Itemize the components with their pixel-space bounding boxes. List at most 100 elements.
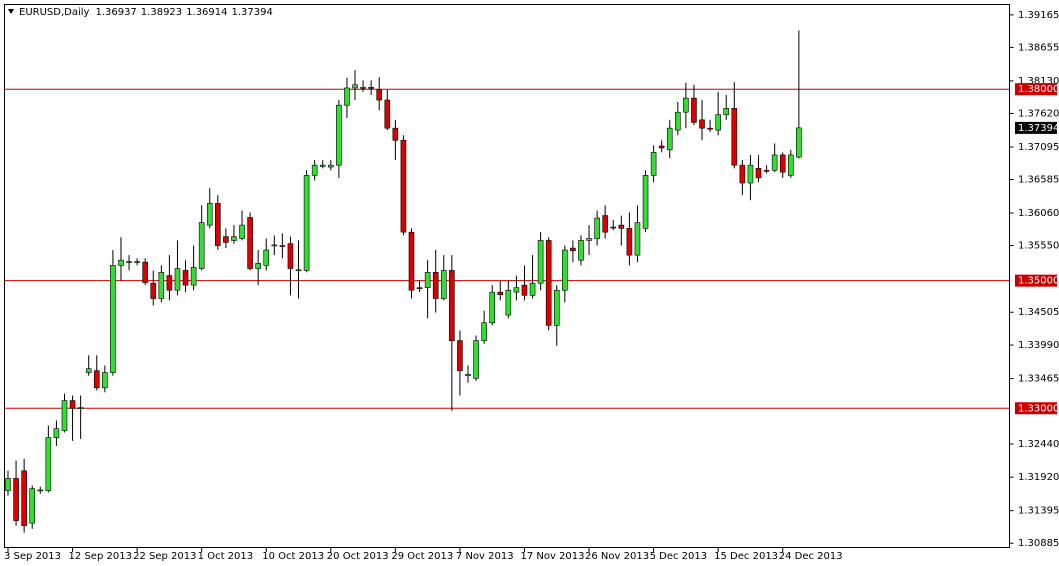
candle-body (699, 119, 705, 129)
candle-body (747, 164, 754, 184)
candle-body (126, 261, 132, 263)
x-tick-label: 10 Oct 2013 (262, 551, 324, 562)
plot-frame (4, 4, 1010, 548)
candle-body (787, 154, 794, 176)
candle-body (134, 261, 140, 263)
y-tick-label: 1.31920 (1018, 472, 1059, 483)
y-tick-label: 1.36585 (1018, 175, 1059, 186)
candle-body (675, 111, 681, 131)
x-tick-label: 5 Dec 2013 (650, 551, 708, 562)
menu-arrow (8, 9, 14, 14)
candle-body (45, 437, 52, 491)
candle-body (594, 217, 600, 239)
candle-body (13, 478, 19, 521)
candle-body (642, 175, 649, 229)
x-tick-label: 12 Sep 2013 (69, 551, 132, 562)
candle-body (190, 266, 197, 286)
level-label: 1.35000 (1018, 276, 1059, 287)
candle-body (545, 240, 552, 326)
candle-body (666, 127, 673, 151)
candle-body (336, 104, 342, 166)
candle-body (553, 289, 560, 326)
candle-body (473, 340, 479, 379)
candle-body (279, 245, 286, 247)
candle-body (303, 175, 310, 271)
candle-body (457, 340, 463, 371)
candle-body (562, 249, 568, 291)
candle-body (110, 265, 116, 373)
candle-body (796, 127, 802, 158)
candle-body (658, 145, 665, 149)
candle-body (691, 97, 697, 123)
candle-body (723, 108, 730, 116)
candle-body (223, 236, 229, 243)
candle-body (578, 240, 584, 261)
header-low: 1.36914 (186, 7, 227, 18)
candle-body (537, 240, 544, 284)
candle-body (215, 203, 221, 246)
candle-body (150, 282, 157, 299)
current-price-label: 1.37394 (1018, 123, 1059, 134)
candle-body (570, 247, 576, 251)
candle-body (29, 488, 36, 524)
candle-body (408, 231, 415, 291)
candle-body (481, 322, 487, 341)
candle-body (489, 291, 496, 324)
candle-body (327, 164, 334, 168)
candle-body (352, 84, 358, 89)
candle-body (771, 154, 778, 171)
candle-body (376, 89, 383, 101)
candle-body (513, 287, 520, 293)
chart-header: EURUSD,Daily 1.36937 1.38923 1.36914 1.37394 (19, 7, 273, 18)
y-tick-label: 1.33465 (1018, 374, 1059, 385)
candle-body (449, 270, 455, 341)
candle-body (610, 226, 617, 229)
candle-body (239, 224, 245, 239)
candle-body (85, 368, 92, 373)
x-tick-label: 24 Dec 2013 (779, 551, 843, 562)
candle-body (319, 164, 326, 167)
y-tick-label: 1.35550 (1018, 241, 1059, 252)
candle-body (755, 168, 762, 179)
candle-body (182, 270, 189, 286)
y-tick-label: 1.38655 (1018, 42, 1059, 53)
y-tick-label: 1.39165 (1018, 10, 1059, 21)
candle-body (529, 282, 536, 296)
candle-body (779, 154, 786, 173)
candle-body (683, 97, 689, 113)
candle-body (763, 169, 770, 172)
y-tick-label: 1.37620 (1018, 108, 1059, 119)
candle-body (5, 478, 11, 491)
level-label-box (1015, 402, 1057, 415)
y-tick-label: 1.32440 (1018, 439, 1059, 450)
header-open: 1.36937 (95, 7, 136, 18)
x-tick-label: 17 Nov 2013 (520, 551, 584, 562)
candle-body (739, 164, 746, 184)
symbol: EURUSD,Daily (19, 7, 90, 18)
candle-body (731, 108, 738, 166)
candle-body (206, 203, 213, 226)
candle-body (53, 428, 60, 438)
y-tick-label: 1.37095 (1018, 142, 1059, 153)
current-price-box (1015, 121, 1057, 134)
candle-body (368, 87, 374, 89)
candle-body (586, 238, 592, 241)
candle-body (416, 287, 423, 289)
level-label: 1.33000 (1018, 403, 1059, 414)
candle-body (618, 224, 625, 229)
x-tick-label: 26 Nov 2013 (585, 551, 649, 562)
y-tick-label: 1.33990 (1018, 340, 1059, 351)
header-close: 1.37394 (232, 7, 273, 18)
candle-body (158, 272, 165, 299)
candle-body (102, 372, 108, 389)
candle-body (77, 407, 84, 409)
candle-body (37, 489, 44, 492)
candle-body (602, 215, 608, 233)
x-tick-label: 22 Sep 2013 (133, 551, 196, 562)
candle-body (650, 152, 657, 176)
candle-body (465, 374, 471, 377)
candle-body (174, 268, 181, 291)
candle-body (21, 470, 27, 526)
candle-body (166, 275, 173, 291)
x-tick-label: 29 Oct 2013 (391, 551, 453, 562)
